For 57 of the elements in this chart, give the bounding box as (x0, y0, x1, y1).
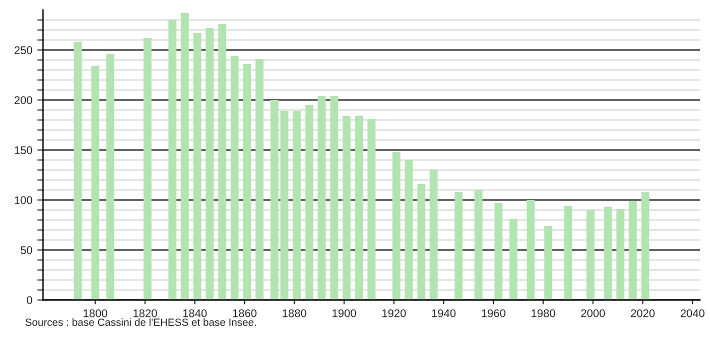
x-tick-label: 1880 (282, 309, 306, 318)
x-tick-label: 1800 (84, 309, 108, 318)
bar (392, 152, 400, 300)
bar (355, 116, 364, 300)
y-tick-label: 100 (14, 196, 32, 204)
bar (180, 13, 189, 300)
x-tick-label: 1940 (432, 309, 456, 318)
y-tick-label: 200 (14, 96, 32, 104)
bar (280, 111, 288, 300)
bar (417, 184, 426, 300)
bar (604, 207, 612, 300)
bar (586, 210, 594, 300)
bar (206, 28, 214, 300)
x-tick-label: 2040 (680, 309, 704, 318)
x-tick-label: 1860 (233, 309, 257, 318)
bar (544, 226, 552, 300)
y-tick-label: 250 (14, 46, 32, 54)
bar (454, 192, 463, 300)
bar (474, 190, 482, 300)
x-tick-label: 1920 (382, 309, 406, 318)
bar (318, 96, 326, 300)
bar (404, 160, 413, 300)
bar (368, 119, 376, 300)
x-tick-label: 1840 (183, 309, 207, 318)
x-tick-label: 2000 (581, 309, 605, 318)
bar (256, 59, 264, 300)
x-tick-label: 2020 (630, 309, 655, 318)
bar (564, 206, 572, 300)
bar (330, 96, 338, 300)
bar (168, 20, 176, 300)
x-tick-label: 1900 (332, 309, 356, 318)
bar (305, 105, 314, 300)
bar (218, 24, 226, 300)
bar (494, 203, 502, 300)
y-tick-label: 50 (20, 246, 32, 254)
bar (243, 64, 252, 300)
bar (628, 201, 637, 300)
bar (74, 42, 82, 300)
bar (106, 54, 114, 300)
bar (616, 209, 624, 300)
bar (342, 116, 351, 300)
source-note: Sources : base Cassini de l'EHESS et base Insee. (25, 318, 256, 326)
y-tick-label: 0 (26, 296, 32, 304)
x-tick-label: 1960 (482, 309, 506, 318)
bar (509, 219, 518, 300)
bar (526, 200, 535, 300)
bar (144, 38, 152, 300)
bar (193, 33, 202, 300)
y-tick-label: 150 (14, 146, 32, 154)
bar (430, 170, 438, 300)
x-tick-label: 1980 (532, 309, 556, 318)
x-tick-label: 1820 (134, 309, 157, 318)
bar (641, 192, 650, 300)
bar (270, 100, 278, 300)
bar (91, 66, 100, 300)
bar (230, 56, 239, 300)
bar (292, 111, 301, 300)
